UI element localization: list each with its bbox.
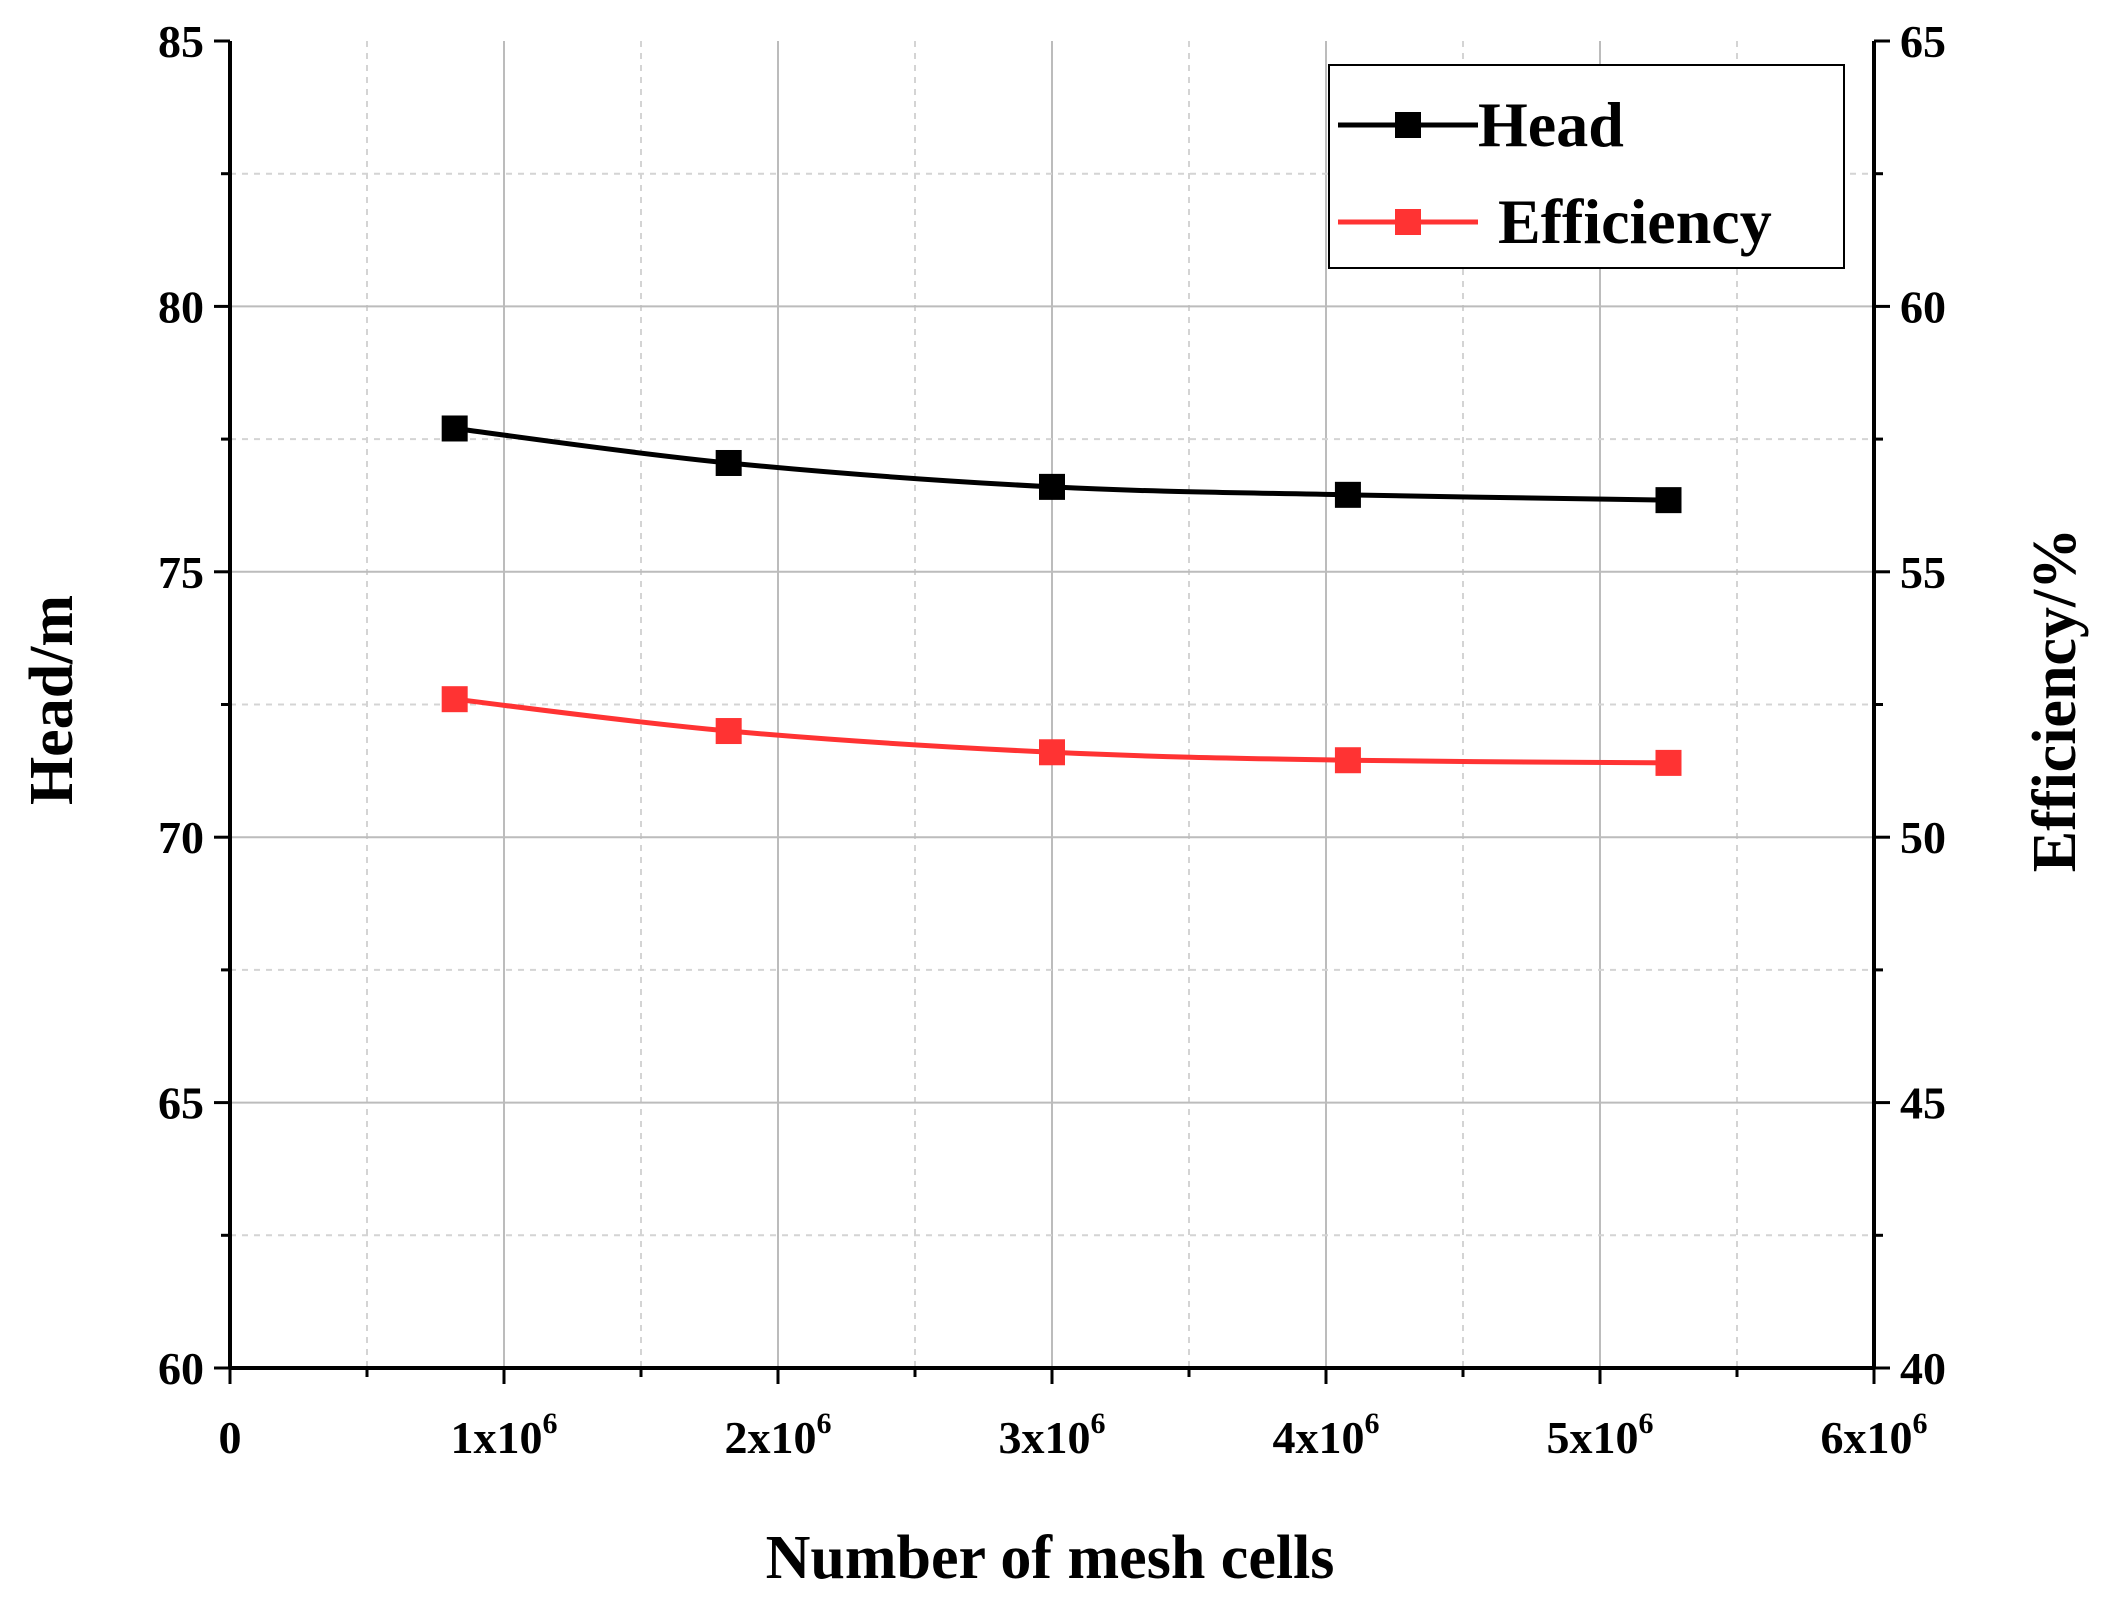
x-tick-label: 0 <box>219 1412 242 1463</box>
x-tick-label: 1x106 <box>451 1407 558 1463</box>
x-tick-label: 4x106 <box>1273 1407 1380 1463</box>
efficiency-point-2 <box>1039 739 1065 766</box>
y-tick-label: 70 <box>158 812 204 863</box>
x-tick-label: 6x106 <box>1821 1407 1928 1463</box>
legend: Head Efficiency <box>1328 64 1845 269</box>
y2-tick-label: 60 <box>1900 281 1946 332</box>
x-tick-label: 5x106 <box>1547 1407 1654 1463</box>
legend-efficiency-marker <box>1395 209 1421 235</box>
legend-head-label: Head <box>1478 89 1624 160</box>
head-point-0 <box>441 415 468 442</box>
x-tick-label: 3x106 <box>999 1407 1106 1463</box>
axes <box>214 39 1890 1384</box>
efficiency-point-4 <box>1655 749 1682 776</box>
x-axis-title: Number of mesh cells <box>766 1524 1335 1592</box>
head-point-2 <box>1039 473 1065 500</box>
efficiency-point-3 <box>1334 747 1361 774</box>
legend-efficiency-label: Efficiency <box>1498 186 1772 257</box>
y2-tick-label: 45 <box>1900 1078 1946 1129</box>
y-axis-title: Head/m <box>18 595 86 805</box>
y-tick-label: 80 <box>158 281 204 332</box>
legend-head-marker <box>1395 112 1421 138</box>
series-layer <box>441 415 1682 776</box>
y2-tick-label: 55 <box>1900 547 1946 598</box>
head-point-4 <box>1655 487 1682 514</box>
head-point-3 <box>1334 481 1361 508</box>
x-tick-label: 2x106 <box>725 1407 832 1463</box>
y2-tick-label: 40 <box>1900 1343 1946 1394</box>
efficiency-point-0 <box>441 686 468 713</box>
y2-tick-label: 50 <box>1900 812 1946 863</box>
head-point-1 <box>715 449 742 476</box>
y-tick-label: 60 <box>158 1343 204 1394</box>
y-tick-label: 75 <box>158 547 204 598</box>
y-tick-label: 85 <box>158 16 204 67</box>
y2-axis-title: Efficiency/% <box>2021 528 2089 872</box>
efficiency-point-1 <box>715 718 742 745</box>
y2-tick-label: 65 <box>1900 16 1946 67</box>
tick-labels: 60 65 70 75 80 85 40 45 50 55 60 65 0 1x106 2x106 3x106… <box>158 16 1946 1463</box>
y-tick-label: 65 <box>158 1078 204 1129</box>
